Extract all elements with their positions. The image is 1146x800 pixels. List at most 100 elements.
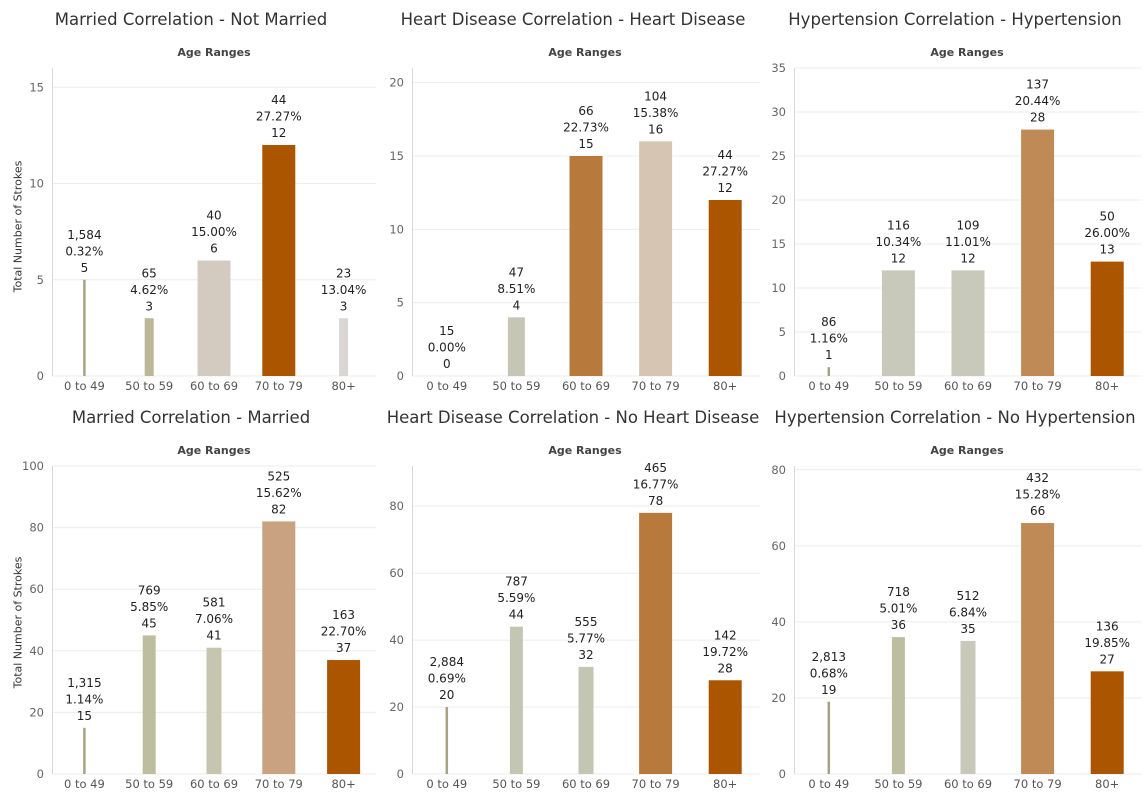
x-tick-label: 60 to 69 <box>190 379 238 393</box>
chart-svg: 0 5 10 15 0 to 49 1,584 0.32% 5 50 to 59 65 4.62% 3… <box>29 68 376 393</box>
panel-married-not-married: Married Correlation - Not Married Age Ra… <box>0 0 382 400</box>
y-tick-label: 35 <box>771 61 786 75</box>
bar[interactable] <box>206 647 222 774</box>
data-label-percent: 1.16% <box>810 332 848 346</box>
x-tick-label: 70 to 79 <box>632 777 680 791</box>
data-label-total: 86 <box>821 315 836 329</box>
y-tick-label: 0 <box>779 767 786 781</box>
panel-no-hypertension: Hypertension Correlation - No Hypertensi… <box>764 398 1146 800</box>
bar[interactable] <box>142 635 156 774</box>
data-label-value: 4 <box>513 298 521 312</box>
y-tick-label: 80 <box>389 499 404 513</box>
data-label-value: 82 <box>271 502 286 516</box>
x-tick-label: 80+ <box>1095 379 1119 393</box>
data-label-total: 23 <box>336 266 351 280</box>
bar[interactable] <box>339 318 349 376</box>
data-label-total: 104 <box>644 89 667 103</box>
data-label-value: 78 <box>648 494 663 508</box>
data-label-percent: 10.34% <box>876 235 922 249</box>
data-label-value: 32 <box>578 648 593 662</box>
data-label-total: 47 <box>509 265 524 279</box>
bar[interactable] <box>262 145 296 376</box>
bar[interactable] <box>951 270 985 376</box>
data-label-value: 1 <box>825 348 833 362</box>
y-tick-label: 25 <box>771 149 786 163</box>
bar[interactable] <box>960 640 976 774</box>
y-tick-label: 0 <box>779 369 786 383</box>
data-label-value: 19 <box>821 683 836 697</box>
bar[interactable] <box>891 637 905 774</box>
data-label-value: 36 <box>891 618 906 632</box>
y-tick-label: 30 <box>771 105 786 119</box>
bar[interactable] <box>1021 523 1055 774</box>
bar[interactable] <box>569 156 603 376</box>
data-label-total: 2,884 <box>430 655 464 669</box>
bar[interactable] <box>639 512 673 774</box>
data-label-percent: 15.00% <box>191 225 237 239</box>
x-tick-label: 80+ <box>713 777 737 791</box>
bar[interactable] <box>327 660 361 774</box>
data-label-value: 45 <box>142 616 157 630</box>
y-tick-label: 0 <box>397 767 404 781</box>
x-tick-label: 50 to 59 <box>125 379 173 393</box>
y-tick-label: 5 <box>397 296 404 310</box>
bar[interactable] <box>639 141 673 376</box>
bar[interactable] <box>578 666 594 774</box>
data-label-percent: 15.62% <box>256 486 302 500</box>
y-tick-label: 5 <box>37 273 44 287</box>
x-tick-label: 50 to 59 <box>125 777 173 791</box>
bar[interactable] <box>83 727 86 774</box>
data-label-value: 28 <box>718 661 733 675</box>
chart-svg: 0 20 40 60 80 100 0 to 49 1,315 1.14% 15 50 to 59 7… <box>22 459 376 791</box>
bar[interactable] <box>507 317 525 376</box>
chart-title: Hypertension Correlation - No Hypertensi… <box>774 408 1136 427</box>
data-label-percent: 8.51% <box>497 282 535 296</box>
panel-no-heart-disease: Heart Disease Correlation - No Heart Dis… <box>382 398 764 800</box>
bar[interactable] <box>1090 671 1124 774</box>
x-axis-header: Age Ranges <box>548 46 622 59</box>
x-tick-label: 80+ <box>713 379 737 393</box>
y-tick-label: 10 <box>29 177 44 191</box>
bar[interactable] <box>881 270 915 376</box>
y-tick-label: 20 <box>389 700 404 714</box>
data-label-percent: 22.73% <box>563 121 609 135</box>
data-label-total: 66 <box>578 104 593 118</box>
data-label-percent: 19.85% <box>1084 636 1130 650</box>
x-tick-label: 60 to 69 <box>944 777 992 791</box>
x-tick-label: 50 to 59 <box>492 777 540 791</box>
data-label-value: 0 <box>443 357 451 371</box>
panel-married-married: Married Correlation - Married Age Ranges… <box>0 398 382 800</box>
data-label-value: 66 <box>1030 504 1045 518</box>
y-tick-label: 80 <box>29 521 44 535</box>
bar[interactable] <box>827 701 831 774</box>
data-label-total: 116 <box>887 218 910 232</box>
x-tick-label: 0 to 49 <box>808 777 849 791</box>
data-label-total: 15 <box>439 324 454 338</box>
data-label-value: 15 <box>578 137 593 151</box>
bar[interactable] <box>509 626 523 774</box>
bar[interactable] <box>827 367 831 376</box>
data-label-total: 465 <box>644 461 667 475</box>
bar[interactable] <box>708 680 742 774</box>
bar[interactable] <box>708 200 742 376</box>
x-axis-header: Age Ranges <box>548 444 622 457</box>
data-label-percent: 5.01% <box>879 602 917 616</box>
bar[interactable] <box>445 707 449 774</box>
data-label-value: 16 <box>648 122 663 136</box>
x-axis-header: Age Ranges <box>930 444 1004 457</box>
bar[interactable] <box>144 318 154 376</box>
bar[interactable] <box>1090 261 1124 376</box>
data-label-percent: 22.70% <box>321 625 367 639</box>
x-tick-label: 0 to 49 <box>426 379 467 393</box>
bar[interactable] <box>197 260 231 377</box>
bar[interactable] <box>1021 129 1055 376</box>
y-tick-label: 20 <box>771 193 786 207</box>
data-label-total: 525 <box>267 469 290 483</box>
bar[interactable] <box>83 279 86 376</box>
chart-svg: 0 5 10 15 20 0 to 49 15 0.00% 0 50 to 59 47 8.51% 4 6… <box>389 68 760 393</box>
y-tick-label: 20 <box>389 76 404 90</box>
y-tick-label: 5 <box>779 325 786 339</box>
data-label-total: 1,584 <box>67 228 101 242</box>
chart-svg: 0 5 10 15 20 25 30 35 0 to 49 86 1.16% 1 50 to 59 116… <box>771 61 1142 393</box>
bar[interactable] <box>262 521 296 774</box>
